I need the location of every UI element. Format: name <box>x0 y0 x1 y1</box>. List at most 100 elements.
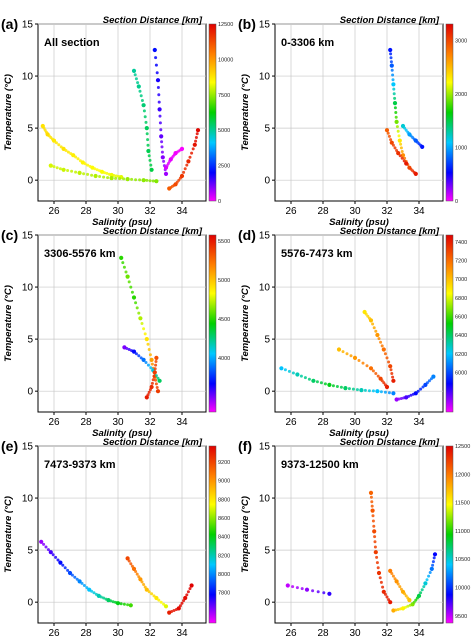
data-point-trail <box>66 169 70 172</box>
section-annotation: 3306-5576 km <box>44 248 116 260</box>
x-tick-label: 30 <box>349 628 361 637</box>
y-tick-label: 15 <box>22 20 34 31</box>
data-point-trail <box>399 142 403 146</box>
data-point-trail <box>70 169 74 173</box>
data-point-trail <box>144 120 148 124</box>
data-point <box>48 163 53 168</box>
data-point-trail <box>130 290 134 294</box>
data-point-trail <box>380 344 384 348</box>
data-point-trail <box>383 352 387 356</box>
data-point-trail <box>124 270 128 274</box>
data-point-trail <box>154 360 158 363</box>
data-point-trail <box>129 562 133 566</box>
data-point-trail <box>134 77 138 81</box>
data-point-trail <box>400 150 404 153</box>
data-point <box>152 47 157 53</box>
data-point <box>389 140 394 145</box>
colorbar-tick-label: 6600 <box>455 314 467 320</box>
colorbar-tick-label: 4500 <box>218 317 230 323</box>
data-point-trail <box>323 382 327 386</box>
data-point-trail <box>180 601 184 605</box>
x-tick-label: 26 <box>285 417 297 428</box>
data-point-trail <box>135 306 139 310</box>
data-point-trail <box>86 172 90 176</box>
x-tick-label: 30 <box>112 628 124 637</box>
data-point-trail <box>191 147 195 151</box>
y-axis-label: Temperature (°C) <box>3 74 14 151</box>
data-point-trail <box>175 180 179 184</box>
data-point <box>311 378 316 383</box>
data-point <box>154 179 159 184</box>
data-point-trail <box>93 167 97 171</box>
data-point-trail <box>137 311 141 315</box>
x-tick-label: 34 <box>413 628 425 637</box>
data-point-trail <box>127 348 131 351</box>
data-point <box>39 539 44 544</box>
data-point-trail <box>158 114 162 118</box>
data-point-trail <box>122 265 126 269</box>
data-point-trail <box>428 571 432 574</box>
data-point-trail <box>54 555 58 559</box>
data-point-trail <box>186 590 190 594</box>
y-tick-label: 0 <box>27 387 33 398</box>
data-point-trail <box>370 504 374 508</box>
data-point-trail <box>51 553 55 557</box>
data-point-trail <box>404 128 408 132</box>
data-point-trail <box>54 141 58 145</box>
data-point <box>295 372 300 377</box>
data-point-trail <box>133 73 137 77</box>
data-point-trail <box>406 604 410 608</box>
data-point-trail <box>394 115 398 119</box>
data-point-trail <box>371 389 375 393</box>
data-point <box>125 274 130 279</box>
data-point <box>368 490 374 495</box>
data-point-trail <box>160 140 164 144</box>
data-point-trail <box>58 167 62 171</box>
data-point-trail <box>114 174 118 178</box>
data-point-trail <box>130 177 134 181</box>
data-point <box>131 295 137 300</box>
colorbar-tick-label: 9000 <box>218 479 230 485</box>
x-tick-label: 26 <box>285 628 297 637</box>
data-point-trail <box>70 573 74 577</box>
colorbar-tick-label: 2000 <box>455 92 467 98</box>
data-point-trail <box>386 131 390 135</box>
data-point-trail <box>420 588 424 592</box>
data-point-trail <box>143 115 147 119</box>
data-point-trail <box>154 378 158 382</box>
data-point-trail <box>383 592 387 596</box>
x-axis-label: Salinity (psu) <box>329 217 389 228</box>
data-point-trail <box>118 177 122 181</box>
panel-label: (c) <box>1 227 18 243</box>
data-point-trail <box>122 177 126 181</box>
colorbar <box>445 445 454 624</box>
x-tick-label: 32 <box>144 206 156 217</box>
data-point-trail <box>379 340 383 344</box>
data-point-trail <box>371 519 375 523</box>
data-point-trail <box>392 92 396 96</box>
data-point-trail <box>403 592 407 596</box>
data-point-trail <box>331 384 335 388</box>
data-point-trail <box>82 584 86 587</box>
data-point-trail <box>148 158 152 162</box>
data-point-trail <box>389 368 393 372</box>
data-point <box>179 173 185 179</box>
data-point-trail <box>339 385 343 389</box>
data-point <box>381 589 386 594</box>
data-point <box>138 577 143 582</box>
data-point-trail <box>66 568 70 572</box>
data-point-trail <box>425 578 429 582</box>
data-point-trail <box>378 576 382 580</box>
data-point-trail <box>345 352 349 356</box>
y-axis-label: Temperature (°C) <box>240 285 251 362</box>
data-point-trail <box>361 361 365 365</box>
data-point-trail <box>42 542 46 546</box>
y-axis-label: Temperature (°C) <box>3 496 14 573</box>
data-point-trail <box>393 106 397 110</box>
data-point <box>381 347 386 352</box>
data-point <box>375 332 380 338</box>
x-tick-label: 34 <box>176 628 188 637</box>
colorbar <box>445 234 454 413</box>
data-point-trail <box>366 314 370 318</box>
data-point <box>149 384 154 390</box>
